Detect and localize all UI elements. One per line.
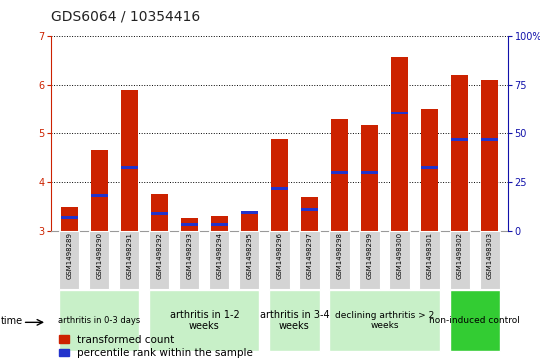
Bar xyxy=(449,290,500,351)
Bar xyxy=(392,57,408,231)
Bar xyxy=(211,223,228,226)
Bar xyxy=(269,290,320,351)
Text: GSM1498297: GSM1498297 xyxy=(307,232,313,279)
Bar xyxy=(150,231,170,289)
Bar xyxy=(150,290,260,351)
Bar xyxy=(361,171,378,174)
Bar xyxy=(420,231,440,289)
Bar xyxy=(421,109,438,231)
Text: GSM1498300: GSM1498300 xyxy=(396,232,402,280)
Text: non-induced control: non-induced control xyxy=(429,316,520,325)
Bar xyxy=(329,231,349,289)
Bar xyxy=(331,171,348,174)
Bar xyxy=(181,219,198,231)
Text: GSM1498291: GSM1498291 xyxy=(126,232,132,279)
Bar xyxy=(481,80,498,231)
Bar xyxy=(299,231,320,289)
Bar xyxy=(361,125,378,231)
Bar xyxy=(91,193,107,196)
Bar xyxy=(389,231,409,289)
Bar xyxy=(61,207,78,231)
Text: time: time xyxy=(1,316,23,326)
Text: GSM1498292: GSM1498292 xyxy=(157,232,163,279)
Bar xyxy=(241,213,258,231)
Bar xyxy=(421,166,438,169)
Text: GSM1498298: GSM1498298 xyxy=(336,232,342,279)
Bar xyxy=(121,90,138,231)
Bar xyxy=(271,187,288,190)
Text: GSM1498303: GSM1498303 xyxy=(487,232,492,280)
Text: GSM1498302: GSM1498302 xyxy=(456,232,463,279)
Text: declining arthritis > 2
weeks: declining arthritis > 2 weeks xyxy=(335,311,434,330)
Bar xyxy=(89,231,110,289)
Bar xyxy=(210,231,230,289)
Text: GSM1498301: GSM1498301 xyxy=(427,232,433,280)
Bar xyxy=(481,138,498,141)
Text: GSM1498290: GSM1498290 xyxy=(96,232,103,279)
Text: arthritis in 1-2
weeks: arthritis in 1-2 weeks xyxy=(170,310,239,331)
Legend: transformed count, percentile rank within the sample: transformed count, percentile rank withi… xyxy=(59,335,253,358)
Bar xyxy=(360,231,380,289)
Bar xyxy=(61,216,78,219)
Text: GDS6064 / 10354416: GDS6064 / 10354416 xyxy=(51,9,200,23)
Text: GSM1498299: GSM1498299 xyxy=(367,232,373,279)
Bar xyxy=(392,111,408,114)
Bar xyxy=(59,290,139,351)
Bar xyxy=(269,231,289,289)
Bar xyxy=(331,119,348,231)
Bar xyxy=(241,211,258,214)
Text: GSM1498289: GSM1498289 xyxy=(66,232,72,279)
Bar xyxy=(480,231,500,289)
Bar xyxy=(449,231,470,289)
Text: GSM1498293: GSM1498293 xyxy=(186,232,192,279)
Text: arthritis in 3-4
weeks: arthritis in 3-4 weeks xyxy=(260,310,329,331)
Bar xyxy=(121,166,138,169)
Bar xyxy=(451,75,468,231)
Text: GSM1498296: GSM1498296 xyxy=(276,232,282,279)
Bar xyxy=(59,231,79,289)
Bar xyxy=(301,196,318,231)
Bar xyxy=(271,139,288,231)
Text: GSM1498294: GSM1498294 xyxy=(217,232,222,279)
Text: arthritis in 0-3 days: arthritis in 0-3 days xyxy=(58,316,140,325)
Text: GSM1498295: GSM1498295 xyxy=(246,232,252,279)
Bar xyxy=(179,231,199,289)
Bar xyxy=(301,208,318,211)
Bar xyxy=(329,290,440,351)
Bar xyxy=(91,150,107,231)
Bar xyxy=(151,212,167,215)
Bar xyxy=(451,138,468,141)
Bar xyxy=(119,231,139,289)
Bar xyxy=(239,231,260,289)
Bar xyxy=(151,194,167,231)
Bar xyxy=(211,216,228,231)
Bar xyxy=(181,223,198,226)
